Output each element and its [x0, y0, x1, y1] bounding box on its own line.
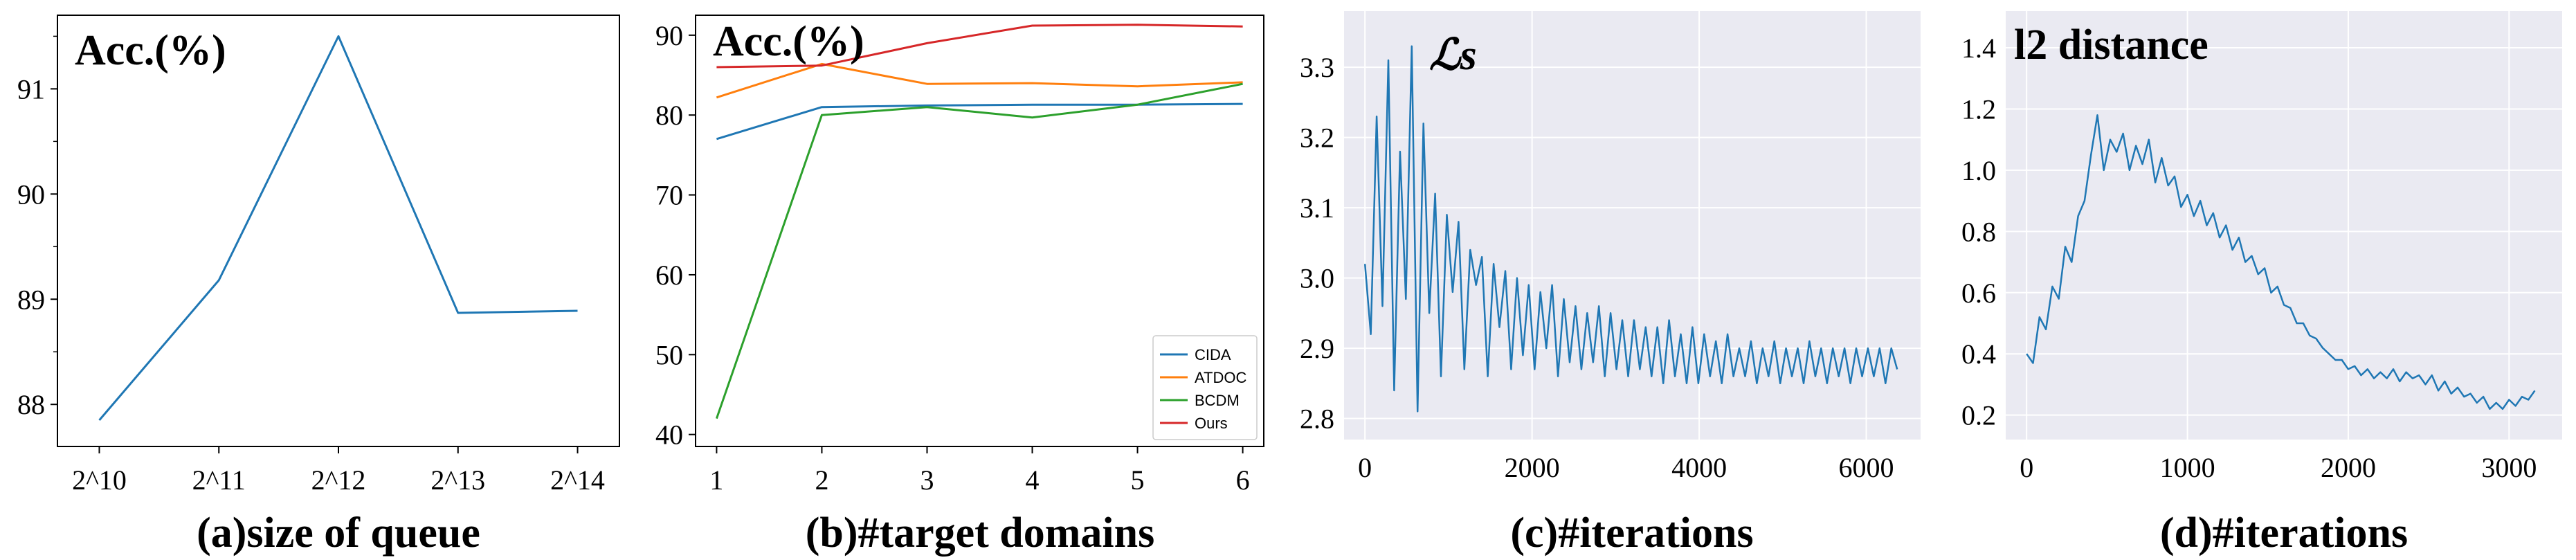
series-line — [98, 35, 578, 421]
chart-title: Acc.(%) — [75, 27, 226, 74]
legend-entry-bcdm: BCDM — [1195, 392, 1240, 409]
y-tick-label: 50 — [655, 339, 683, 370]
y-tick-label: 40 — [655, 419, 683, 451]
x-axis-label: (c)#iterations — [1510, 509, 1753, 557]
chart-title: l2 distance — [2014, 21, 2208, 69]
y-tick-label: 3.0 — [1300, 263, 1334, 294]
x-tick-label: 6 — [1236, 464, 1250, 496]
y-tick-label: 89 — [17, 284, 45, 315]
x-tick-label: 2000 — [2321, 452, 2376, 483]
x-tick-label: 6000 — [1839, 452, 1894, 483]
y-tick-label: 80 — [655, 100, 683, 131]
panel-queue-size: 88 89 90 91 2^10 2^11 2^12 2^13 2^14 Acc.(%) (a)si… — [17, 15, 620, 557]
series-line-cida — [716, 102, 1243, 141]
y-tick-label: 1.2 — [1961, 93, 1996, 125]
x-tick-label: 2^14 — [550, 464, 605, 496]
x-tick-label: 2000 — [1505, 452, 1560, 483]
y-tick-label: 1.0 — [1961, 155, 1996, 186]
series-line — [1363, 45, 1898, 413]
chart-title: ℒs — [1429, 32, 1477, 79]
x-tick-label: 1000 — [2160, 452, 2215, 483]
x-tick-label: 2 — [815, 464, 828, 496]
plot-area — [57, 15, 620, 447]
x-tick-label: 0 — [2020, 452, 2033, 483]
legend: CIDA ATDOC BCDM Ours — [1152, 335, 1258, 440]
y-tick-label: 3.3 — [1300, 52, 1334, 83]
x-tick-label: 4000 — [1671, 452, 1727, 483]
x-tick-label: 2^13 — [430, 464, 485, 496]
panel-target-domains: 40 50 60 70 80 90 1 2 3 4 5 6 Acc.(%) (b)#target doma… — [655, 15, 1264, 557]
x-tick-label: 3000 — [2481, 452, 2537, 483]
chart-title: Acc.(%) — [713, 18, 864, 65]
legend-entry-ours: Ours — [1195, 415, 1228, 432]
x-tick-label: 2^10 — [72, 464, 127, 496]
x-tick-label: 1 — [709, 464, 723, 496]
series-line-ours — [716, 24, 1243, 69]
y-tick-label: 0.2 — [1961, 400, 1996, 431]
x-tick-label: 0 — [1358, 452, 1372, 483]
y-tick-label: 91 — [17, 73, 45, 105]
legend-box — [1152, 335, 1258, 440]
x-axis-label: (d)#iterations — [2160, 509, 2408, 557]
x-tick-label: 2^11 — [192, 464, 246, 496]
series-line — [2026, 114, 2536, 410]
legend-entry-atdoc: ATDOC — [1195, 369, 1246, 386]
y-tick-label: 90 — [655, 20, 683, 51]
y-tick-label: 70 — [655, 180, 683, 211]
y-tick-label: 3.1 — [1300, 192, 1334, 224]
x-axis-label: (b)#target domains — [806, 509, 1155, 557]
y-tick-label: 0.6 — [1961, 278, 1996, 309]
series-line-atdoc — [716, 62, 1243, 99]
x-tick-label: 3 — [920, 464, 934, 496]
y-tick-label: 2.9 — [1300, 333, 1334, 364]
x-tick-label: 4 — [1026, 464, 1040, 496]
x-tick-label: 5 — [1131, 464, 1145, 496]
plot-area — [2006, 11, 2562, 440]
legend-entry-cida: CIDA — [1195, 346, 1231, 363]
panel-l2-iterations: 0.2 0.4 0.6 0.8 1.0 1.2 1.4 0 1000 2000 3000 l2 dis… — [1961, 11, 2562, 557]
y-tick-label: 3.2 — [1300, 123, 1334, 154]
y-tick-label: 2.8 — [1300, 404, 1334, 435]
y-tick-label: 0.4 — [1961, 338, 1996, 370]
y-tick-label: 1.4 — [1961, 33, 1996, 64]
x-axis-label: (a)size of queue — [197, 509, 480, 557]
y-tick-label: 90 — [17, 179, 45, 210]
y-tick-label: 60 — [655, 260, 683, 291]
y-tick-label: 0.8 — [1961, 216, 1996, 247]
panel-loss-iterations: 2.8 2.9 3.0 3.1 3.2 3.3 0 2000 4000 6000 ℒs (c)#ite… — [1300, 11, 1921, 557]
x-tick-label: 2^12 — [311, 464, 366, 496]
y-tick-label: 88 — [17, 389, 45, 420]
series-line-bcdm — [715, 82, 1243, 419]
